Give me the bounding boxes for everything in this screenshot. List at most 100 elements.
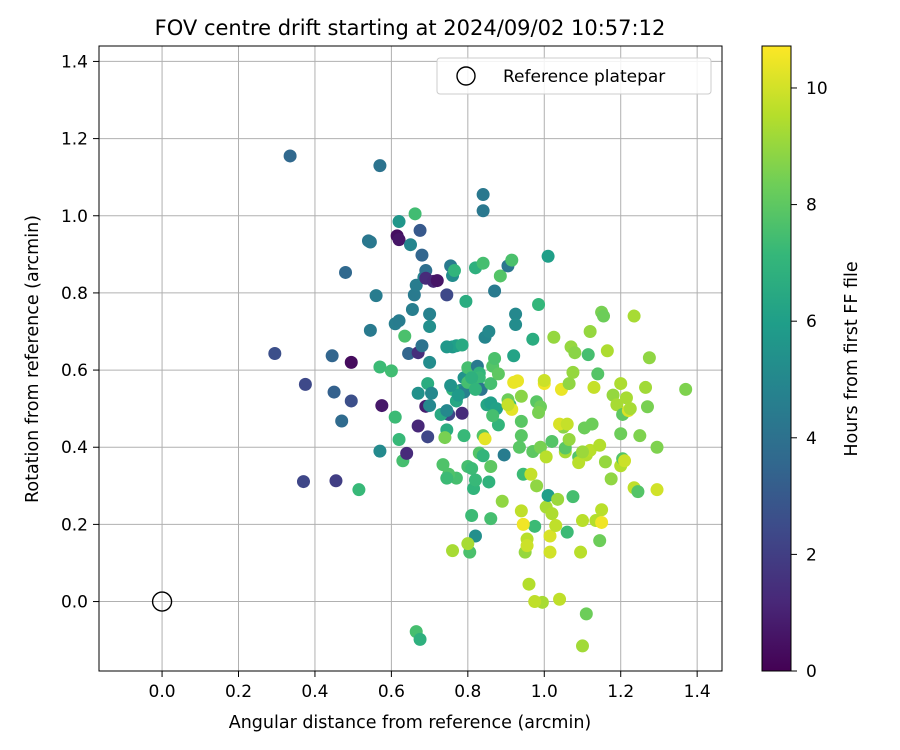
scatter-point — [392, 233, 406, 247]
scatter-point — [423, 319, 437, 333]
y-axis-label: Rotation from reference (arcmin) — [23, 215, 43, 503]
scatter-point — [566, 365, 580, 379]
scatter-point — [604, 472, 618, 486]
scatter-point — [549, 519, 563, 533]
scatter-point — [447, 264, 461, 278]
scatter-point — [532, 406, 546, 420]
scatter-point — [344, 355, 358, 369]
scatter-point — [541, 249, 555, 263]
colorbar-tick-label: 8 — [806, 196, 817, 216]
scatter-point — [423, 399, 437, 413]
scatter-point — [495, 494, 509, 508]
x-tick-label: 0.6 — [378, 682, 405, 702]
scatter-point — [413, 223, 427, 237]
scatter-point — [408, 207, 422, 221]
plot-area-frame — [98, 45, 723, 672]
scatter-point — [411, 386, 425, 400]
scatter-point — [482, 475, 496, 489]
colorbar-tick-label: 0 — [806, 662, 817, 682]
x-tick-label: 1.2 — [607, 682, 634, 702]
scatter-point — [283, 149, 297, 163]
scatter-point — [484, 377, 498, 391]
y-tick-label: 0.0 — [61, 593, 88, 613]
scatter-point — [509, 307, 523, 321]
scatter-point — [468, 473, 482, 487]
scatter-point — [476, 449, 490, 463]
scatter-point — [497, 448, 511, 462]
scatter-point — [298, 377, 312, 391]
scatter-point — [415, 339, 429, 353]
x-tick-label: 1.4 — [684, 682, 711, 702]
legend-label: Reference platepar — [503, 67, 665, 87]
scatter-point — [455, 406, 469, 420]
scatter-point — [491, 418, 505, 432]
scatter-point — [633, 429, 647, 443]
scatter-point — [484, 512, 498, 526]
scatter-point — [600, 344, 614, 358]
colorbar-label: Hours from first FF file — [842, 261, 862, 456]
scatter-point — [373, 444, 387, 458]
y-tick-label: 0.6 — [61, 361, 88, 381]
scatter-point — [327, 385, 341, 399]
scatter-points — [268, 149, 693, 653]
colorbar-ticks: 0 2 4 6 8 10 — [791, 79, 828, 682]
scatter-point — [543, 529, 557, 543]
y-tick-label: 0.8 — [61, 284, 88, 304]
scatter-point — [507, 349, 521, 363]
scatter-point — [631, 485, 645, 499]
colorbar-tick-label: 2 — [806, 545, 817, 565]
scatter-point — [614, 427, 628, 441]
scatter-point — [566, 490, 580, 504]
scatter-point — [623, 402, 637, 416]
scatter-point — [423, 355, 437, 369]
scatter-point — [384, 364, 398, 378]
y-tick-label: 1.4 — [61, 52, 88, 72]
scatter-point — [539, 450, 553, 464]
scatter-point — [423, 307, 437, 321]
scatter-point — [425, 386, 439, 400]
scatter-point — [398, 329, 412, 343]
y-tick-label: 1.2 — [61, 130, 88, 150]
scatter-point — [543, 545, 557, 559]
colorbar-tick-label: 10 — [806, 79, 828, 99]
scatter-point — [405, 303, 419, 317]
scatter-point — [514, 504, 528, 518]
scatter-point — [581, 348, 595, 362]
scatter-point — [440, 471, 454, 485]
scatter-point — [595, 515, 609, 529]
scatter-point — [421, 430, 435, 444]
scatter-point — [639, 380, 653, 394]
scatter-point — [415, 248, 429, 262]
legend-box — [436, 57, 712, 95]
scatter-point — [444, 379, 458, 393]
scatter-point — [568, 346, 582, 360]
scatter-point — [532, 297, 546, 311]
scatter-point — [593, 438, 607, 452]
scatter-point — [488, 352, 502, 365]
scatter-point — [575, 445, 589, 459]
scatter-point — [583, 324, 597, 338]
scatter-point — [528, 519, 542, 533]
scatter-point — [440, 288, 454, 302]
scatter-point — [545, 507, 559, 521]
scatter-point — [400, 446, 414, 460]
scatter-point — [526, 332, 540, 346]
chart-title: FOV centre drift starting at 2024/09/02 … — [155, 16, 666, 40]
scatter-point — [598, 455, 612, 469]
scatter-point — [404, 238, 417, 252]
scatter-point — [593, 534, 607, 548]
scatter-point — [650, 440, 664, 454]
scatter-point — [545, 434, 559, 448]
scatter-point — [402, 346, 416, 360]
legend-marker-open-circle — [456, 66, 476, 86]
scatter-point — [491, 367, 505, 381]
scatter-point — [574, 545, 588, 559]
scatter-point — [392, 215, 406, 229]
scatter-point — [476, 188, 490, 202]
scatter-point — [610, 398, 624, 412]
scatter-point — [392, 314, 406, 328]
scatter-point — [446, 544, 460, 558]
x-tick-label: 1.0 — [531, 682, 558, 702]
scatter-point — [344, 394, 358, 408]
